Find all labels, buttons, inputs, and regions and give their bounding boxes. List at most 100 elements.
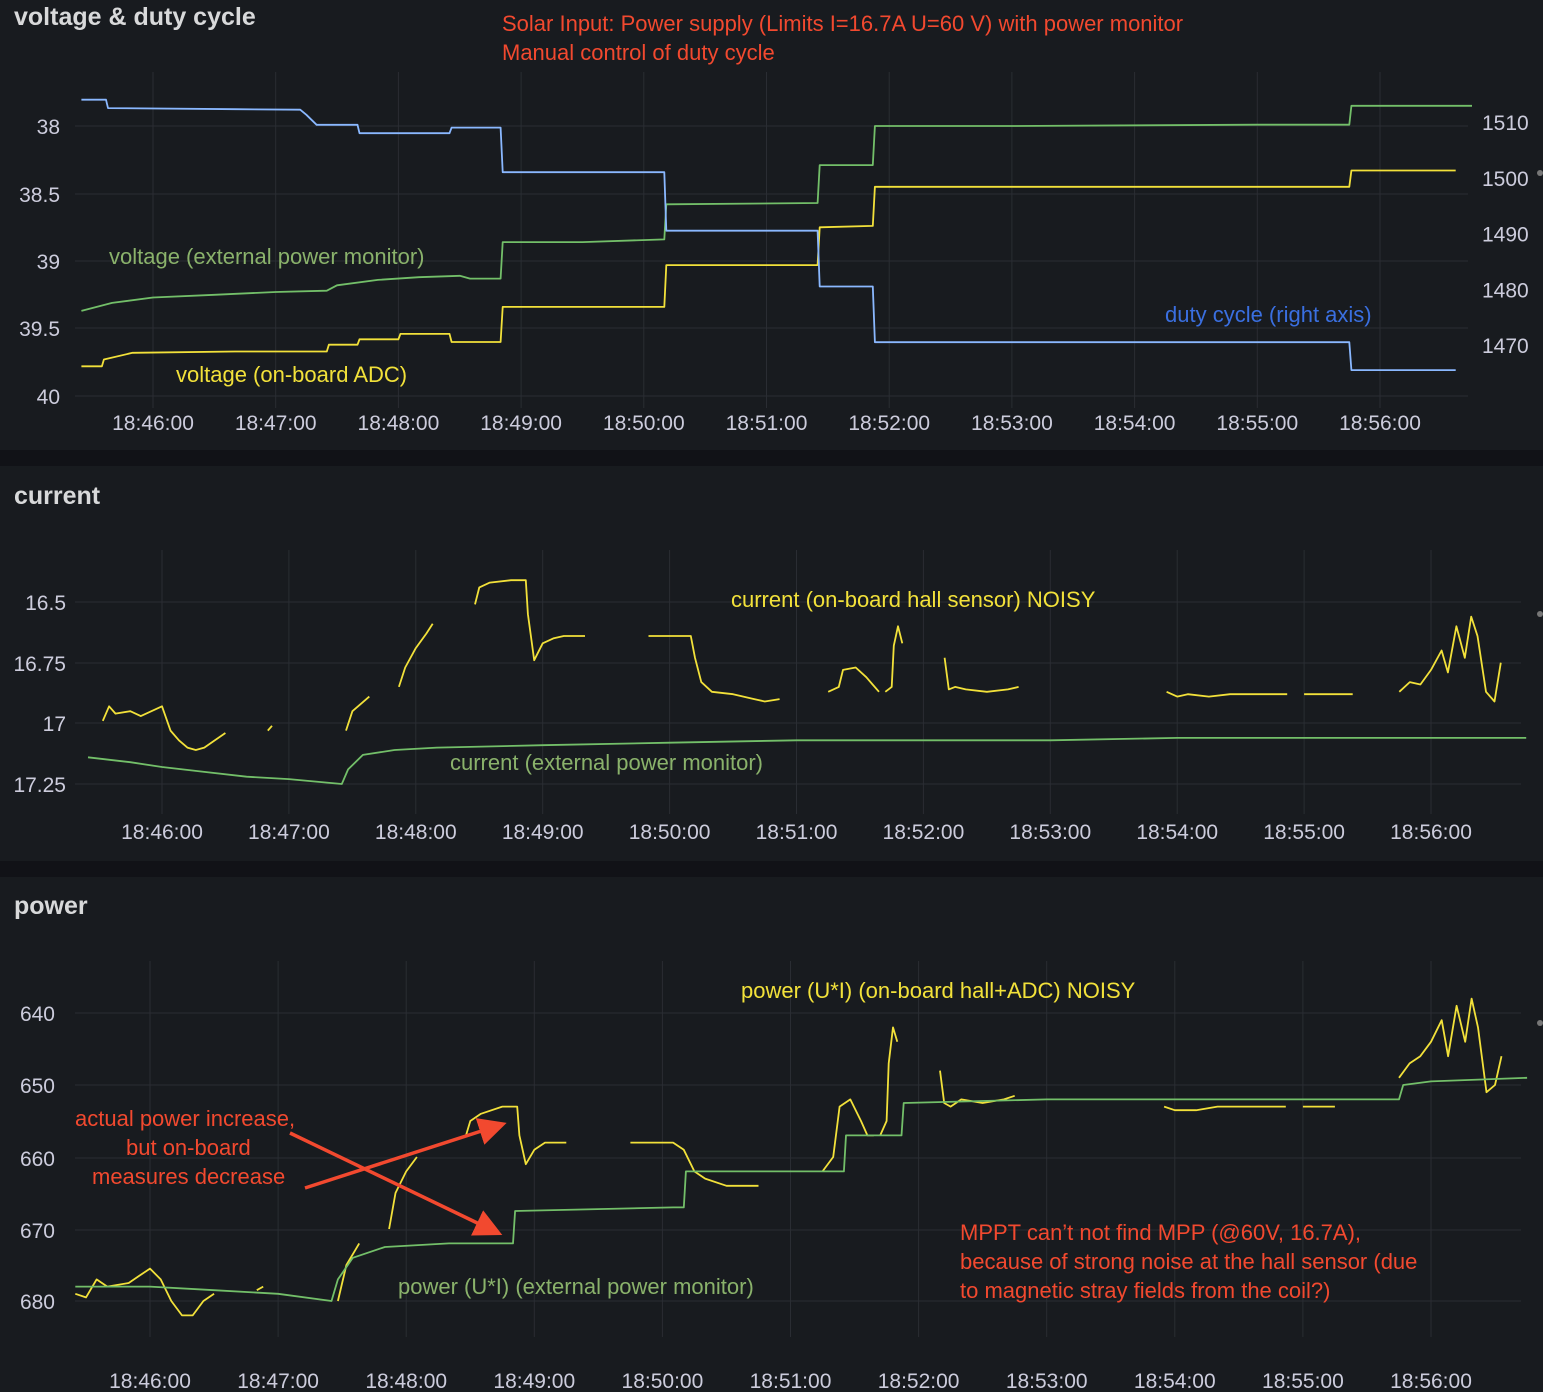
y-tick-label: 650	[20, 1075, 55, 1098]
y-tick-label: 38.5	[19, 184, 60, 207]
x-tick-label: 18:52:00	[883, 821, 965, 844]
annotation-mppt-2: because of strong noise at the hall sens…	[960, 1249, 1418, 1274]
panel-title-voltage: voltage & duty cycle	[14, 3, 256, 31]
y-tick-label: 16.5	[25, 592, 66, 615]
x-tick-label: 18:55:00	[1216, 412, 1298, 435]
annotation-manual-control: Manual control of duty cycle	[502, 40, 775, 65]
y-tick-label: 39.5	[19, 318, 60, 341]
series-line	[256, 1285, 264, 1291]
panel-menu-dot[interactable]	[1537, 611, 1543, 617]
series-line	[267, 725, 273, 732]
series-line	[1398, 997, 1503, 1094]
x-tick-label: 18:46:00	[112, 412, 194, 435]
annotation-actual-increase-1: actual power increase,	[75, 1106, 296, 1131]
panel-menu-dot[interactable]	[1537, 1020, 1543, 1026]
annotation-actual-increase-3: measures decrease	[92, 1164, 286, 1189]
x-tick-label: 18:49:00	[493, 1370, 575, 1392]
voltage-chart: 18:46:00 18:47:00 18:48:00 18:49:00 18:50:00…	[19, 72, 1529, 435]
x-tick-label: 18:53:00	[1006, 1370, 1088, 1392]
arrow-down-annotation	[289, 1131, 503, 1236]
label-current-ext: current (external power monitor)	[450, 750, 764, 775]
x-tick-label: 18:50:00	[629, 821, 711, 844]
y-tick-label: 38	[37, 116, 60, 139]
x-tick-label: 18:47:00	[248, 821, 330, 844]
panel-title-power: power	[14, 892, 88, 920]
x-tick-label: 18:56:00	[1390, 821, 1472, 844]
y-right-tick-label: 1500	[1482, 168, 1529, 191]
label-power-hall: power (U*I) (on-board hall+ADC) NOISY	[741, 978, 1136, 1003]
x-tick-label: 18:48:00	[375, 821, 457, 844]
series-line	[398, 623, 434, 688]
panel-gap	[0, 861, 1543, 877]
x-tick-label: 18:48:00	[365, 1370, 447, 1392]
series-line	[81, 169, 1456, 368]
series-line	[884, 625, 904, 693]
series-line	[81, 104, 1472, 312]
series-line	[87, 736, 1527, 785]
x-tick-label: 18:54:00	[1134, 1370, 1216, 1392]
x-tick-label: 18:54:00	[1136, 821, 1218, 844]
x-tick-label: 18:54:00	[1094, 412, 1176, 435]
x-tick-label: 18:46:00	[121, 821, 203, 844]
y-tick-label: 39	[37, 251, 60, 274]
series-line	[630, 1141, 759, 1187]
y-tick-label: 17	[43, 713, 66, 736]
arrow-up-annotation	[304, 1118, 507, 1190]
x-tick-label: 18:50:00	[622, 1370, 704, 1392]
x-tick-label: 18:47:00	[235, 412, 317, 435]
x-tick-label: 18:52:00	[848, 412, 930, 435]
x-tick-label: 18:48:00	[358, 412, 440, 435]
y-tick-label: 670	[20, 1220, 55, 1243]
x-tick-label: 18:53:00	[1009, 821, 1091, 844]
y-right-tick-label: 1480	[1482, 279, 1529, 302]
label-duty-cycle: duty cycle (right axis)	[1165, 302, 1372, 327]
y-tick-label: 680	[20, 1291, 55, 1314]
series-line	[474, 579, 585, 662]
series-line	[1163, 1105, 1286, 1112]
panel-title-current: current	[14, 482, 101, 510]
x-tick-label: 18:56:00	[1339, 412, 1421, 435]
panel-menu-dot[interactable]	[1537, 170, 1543, 176]
series-line	[101, 705, 226, 751]
series-line	[939, 1070, 1015, 1108]
label-power-ext: power (U*I) (external power monitor)	[398, 1274, 754, 1299]
y-right-tick-label: 1490	[1482, 224, 1529, 247]
x-tick-label: 18:55:00	[1263, 821, 1345, 844]
current-chart: 18:46:00 18:47:00 18:48:00 18:49:00 18:50:00…	[13, 550, 1527, 844]
series-line	[75, 1267, 215, 1317]
y-right-tick-label: 1470	[1482, 335, 1529, 358]
y-tick-label: 40	[37, 386, 60, 409]
series-line	[75, 1076, 1528, 1302]
x-tick-label: 18:53:00	[971, 412, 1053, 435]
y-tick-label: 660	[20, 1148, 55, 1171]
panel-gap	[0, 450, 1543, 466]
series-line	[827, 666, 880, 693]
series-line	[465, 1105, 567, 1166]
label-current-hall: current (on-board hall sensor) NOISY	[731, 587, 1096, 612]
x-tick-label: 18:51:00	[750, 1370, 832, 1392]
series-line	[1166, 690, 1288, 698]
label-voltage-adc: voltage (on-board ADC)	[176, 362, 408, 387]
x-tick-label: 18:50:00	[603, 412, 685, 435]
annotation-mppt-3: to magnetic stray fields from the coil?)	[960, 1278, 1331, 1303]
series-line	[345, 695, 370, 731]
series-line	[648, 635, 780, 703]
y-tick-label: 640	[20, 1003, 55, 1026]
series-line	[337, 1242, 360, 1302]
annotation-solar-input: Solar Input: Power supply (Limits I=16.7…	[502, 11, 1184, 36]
current-panel: current 18:46:00 18:47:00 18:48:00 18:49:00…	[0, 466, 1543, 861]
x-tick-label: 18:52:00	[878, 1370, 960, 1392]
annotation-mppt-1: MPPT can’t not find MPP (@60V, 16.7A),	[960, 1220, 1362, 1245]
x-tick-label: 18:56:00	[1390, 1370, 1472, 1392]
y-right-tick-label: 1510	[1482, 112, 1529, 135]
x-tick-label: 18:49:00	[480, 412, 562, 435]
series-line	[1398, 615, 1502, 703]
power-chart: 18:46:00 18:47:00 18:48:00 18:49:00 18:50:00…	[20, 961, 1528, 1392]
x-tick-label: 18:49:00	[502, 821, 584, 844]
x-tick-label: 18:47:00	[237, 1370, 319, 1392]
y-tick-label: 16.75	[13, 653, 66, 676]
power-panel: power 18:46:00 18:47:00 18:48:00 18:49:00 18…	[0, 877, 1543, 1392]
x-tick-label: 18:55:00	[1262, 1370, 1344, 1392]
series-line	[943, 657, 1019, 693]
voltage-panel: voltage & duty cycle 18:46:00 18:47:00 18:…	[0, 0, 1543, 450]
